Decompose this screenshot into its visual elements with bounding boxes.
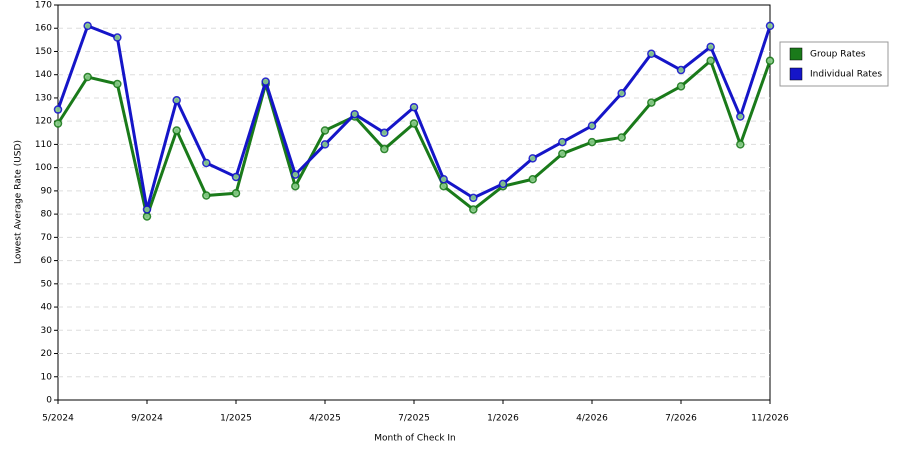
x-tick-label: 7/2025 xyxy=(398,414,430,424)
point xyxy=(469,193,478,203)
x-tick-label: 4/2025 xyxy=(309,414,341,424)
point xyxy=(409,102,419,112)
x-tick-label: 9/2024 xyxy=(131,414,163,424)
y-axis-title: Lowest Average Rate (USD) xyxy=(14,140,24,264)
x-tick-label: 1/2025 xyxy=(220,414,252,424)
y-tick-label: 80 xyxy=(41,210,53,220)
y-tick-label: 60 xyxy=(41,256,53,266)
y-tick-label: 70 xyxy=(41,233,53,243)
y-tick-label: 90 xyxy=(41,186,53,196)
point xyxy=(469,205,478,214)
x-tick-label: 4/2026 xyxy=(576,414,608,424)
point xyxy=(587,121,597,131)
point xyxy=(736,112,745,121)
legend-label: Individual Rates xyxy=(810,70,882,80)
point xyxy=(291,181,300,191)
point xyxy=(231,172,241,182)
y-tick-label: 40 xyxy=(41,303,53,313)
point xyxy=(202,158,211,168)
point xyxy=(320,140,330,149)
point xyxy=(83,21,92,31)
point xyxy=(83,72,92,82)
point xyxy=(676,82,686,91)
y-tick-label: 30 xyxy=(41,326,53,336)
y-tick-label: 100 xyxy=(35,163,52,173)
y-tick-label: 50 xyxy=(41,279,53,289)
y-tick-label: 10 xyxy=(41,372,53,382)
point xyxy=(350,109,359,119)
point xyxy=(380,144,389,154)
y-tick-label: 120 xyxy=(35,117,52,127)
point xyxy=(231,188,241,198)
point xyxy=(320,126,330,135)
y-tick-label: 170 xyxy=(35,1,52,11)
point xyxy=(498,179,508,189)
legend-swatch xyxy=(789,67,803,81)
point xyxy=(202,191,211,200)
x-tick-label: 7/2026 xyxy=(665,414,697,424)
y-tick-label: 140 xyxy=(35,70,52,80)
point xyxy=(261,77,270,86)
point xyxy=(380,128,389,138)
x-tick-label: 11/2026 xyxy=(751,414,789,424)
point xyxy=(676,65,686,75)
y-tick-label: 110 xyxy=(35,140,52,150)
x-tick-label: 1/2026 xyxy=(487,414,519,424)
point xyxy=(439,175,448,184)
y-tick-label: 130 xyxy=(35,93,52,103)
legend-label: Group Rates xyxy=(810,50,866,60)
point xyxy=(765,21,775,31)
point xyxy=(706,56,715,66)
y-tick-label: 0 xyxy=(46,396,52,406)
point xyxy=(765,56,775,66)
point xyxy=(142,205,152,214)
point xyxy=(587,137,597,147)
series-line xyxy=(56,24,772,211)
point xyxy=(142,212,152,221)
point xyxy=(706,42,715,52)
point xyxy=(617,133,626,142)
point xyxy=(647,98,656,107)
y-tick-label: 160 xyxy=(35,24,52,34)
point xyxy=(558,149,567,158)
point xyxy=(647,49,656,59)
point xyxy=(617,89,626,98)
point xyxy=(291,170,300,179)
y-tick-label: 20 xyxy=(41,349,53,359)
legend-swatch xyxy=(789,47,803,61)
point xyxy=(113,79,122,89)
point xyxy=(439,181,448,191)
point xyxy=(53,105,63,114)
point xyxy=(528,175,537,184)
plot-frame xyxy=(57,4,771,401)
x-axis-title: Month of Check In xyxy=(374,434,456,444)
point xyxy=(528,154,537,163)
point xyxy=(172,96,181,105)
point xyxy=(736,140,745,149)
point xyxy=(558,137,567,147)
point xyxy=(172,126,181,135)
y-tick-label: 150 xyxy=(35,47,52,57)
point xyxy=(53,119,63,128)
point xyxy=(113,33,122,42)
x-tick-label: 5/2024 xyxy=(42,414,74,424)
point xyxy=(409,119,419,128)
